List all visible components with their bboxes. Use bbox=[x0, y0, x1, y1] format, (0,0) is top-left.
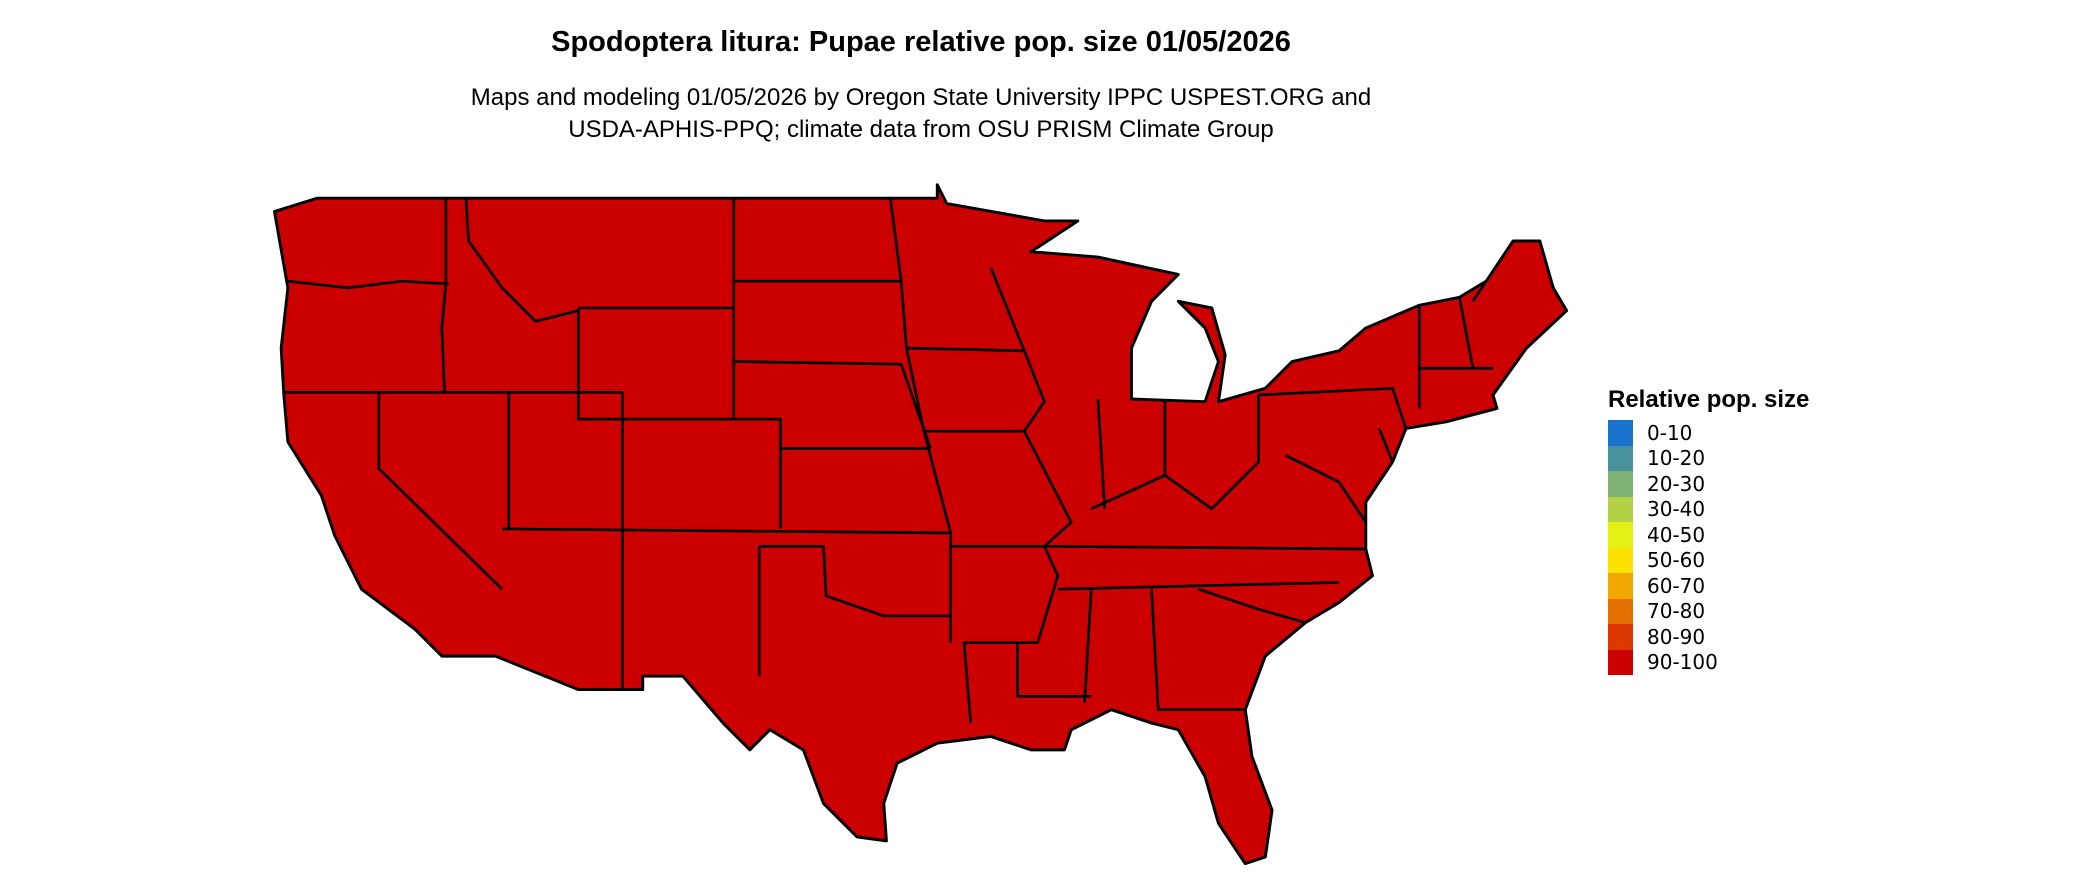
legend-swatch bbox=[1608, 624, 1633, 650]
legend-swatch bbox=[1608, 496, 1633, 522]
legend-label: 20-30 bbox=[1647, 471, 1706, 496]
legend-item: 50-60 bbox=[1608, 547, 1809, 573]
legend-item: 40-50 bbox=[1608, 522, 1809, 548]
legend-label: 10-20 bbox=[1647, 446, 1706, 471]
map-subtitle-line-1: Maps and modeling 01/05/2026 by Oregon S… bbox=[470, 84, 1372, 111]
legend-items: 0-10 10-20 20-30 30-40 40-50 50-60 60-70 70-80 8… bbox=[1608, 420, 1809, 675]
map-title: Spodoptera litura: Pupae relative pop. s… bbox=[551, 26, 1291, 58]
legend-label: 90-100 bbox=[1647, 650, 1718, 675]
legend-swatch bbox=[1608, 445, 1633, 471]
legend-label: 60-70 bbox=[1647, 573, 1706, 598]
legend-label: 70-80 bbox=[1647, 599, 1706, 624]
legend-title: Relative pop. size bbox=[1608, 386, 1810, 413]
legend-label: 50-60 bbox=[1647, 548, 1706, 573]
legend-label: 40-50 bbox=[1647, 522, 1706, 547]
legend-label: 80-90 bbox=[1647, 624, 1706, 649]
legend-item: 30-40 bbox=[1608, 496, 1809, 522]
legend: Relative pop. size 0-10 10-20 20-30 30-40 40… bbox=[1608, 386, 1809, 675]
legend-swatch bbox=[1608, 547, 1633, 573]
legend-item: 10-20 bbox=[1608, 445, 1809, 471]
us-outline bbox=[273, 183, 1569, 866]
legend-item: 0-10 bbox=[1608, 420, 1809, 446]
legend-label: 30-40 bbox=[1647, 497, 1706, 522]
map-subtitle-line-2: USDA-APHIS-PPQ; climate data from OSU PR… bbox=[568, 116, 1274, 143]
state-borders bbox=[283, 198, 1515, 724]
legend-label: 0-10 bbox=[1647, 420, 1693, 445]
legend-swatch bbox=[1608, 522, 1633, 548]
legend-item: 20-30 bbox=[1608, 471, 1809, 497]
legend-swatch bbox=[1608, 598, 1633, 624]
legend-item: 90-100 bbox=[1608, 649, 1809, 675]
legend-swatch bbox=[1608, 471, 1633, 497]
legend-item: 80-90 bbox=[1608, 624, 1809, 650]
legend-swatch bbox=[1608, 649, 1633, 675]
legend-swatch bbox=[1608, 573, 1633, 599]
legend-item: 60-70 bbox=[1608, 573, 1809, 599]
legend-item: 70-80 bbox=[1608, 598, 1809, 624]
legend-swatch bbox=[1608, 420, 1633, 446]
